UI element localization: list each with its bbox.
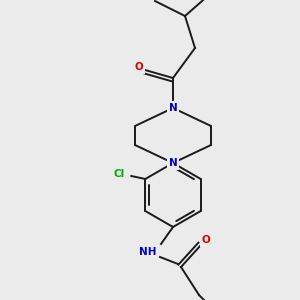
Text: N: N	[169, 158, 177, 168]
Text: NH: NH	[139, 247, 157, 257]
Text: N: N	[169, 103, 177, 113]
Text: O: O	[202, 235, 210, 245]
Text: O: O	[135, 62, 143, 72]
Text: Cl: Cl	[114, 169, 125, 179]
